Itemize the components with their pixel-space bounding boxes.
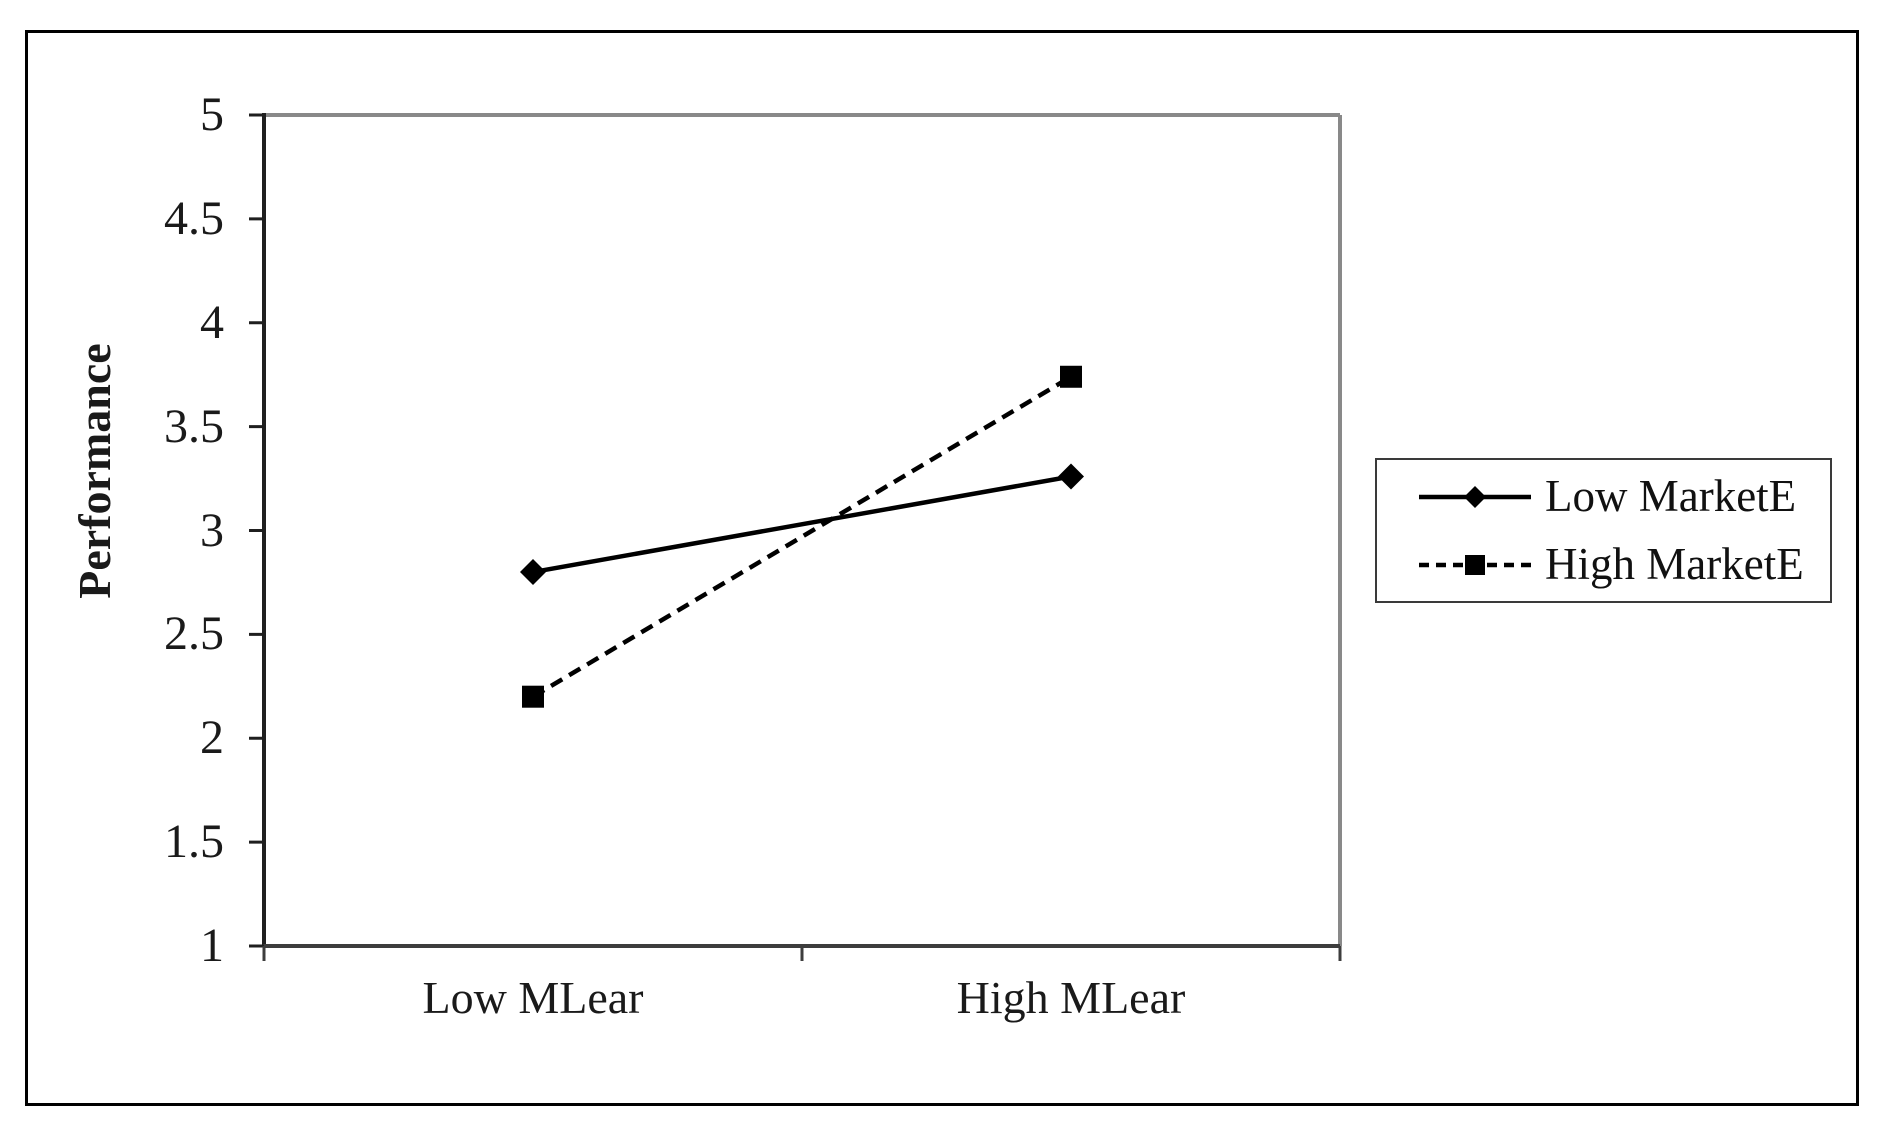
series-0-marker-0 <box>520 559 546 586</box>
y-tick-label: 4 <box>200 295 224 349</box>
x-category-label: Low MLear <box>422 972 644 1023</box>
series-line-1 <box>531 374 1073 699</box>
legend-marker <box>1465 554 1485 575</box>
legend-label: High MarketE <box>1545 539 1804 589</box>
y-tick-label: 3 <box>200 503 224 557</box>
y-tick-label: 4.5 <box>164 191 224 245</box>
y-tick-label: 3.5 <box>164 399 224 453</box>
legend-item: Low MarketE <box>1419 463 1830 531</box>
series-1-marker-0 <box>522 685 544 708</box>
legend-item: High MarketE <box>1419 531 1830 599</box>
legend-marker <box>1464 485 1486 508</box>
x-category-label: High MLear <box>956 972 1186 1023</box>
legend-swatch-diamond-icon <box>1419 485 1531 508</box>
series-0-marker-1 <box>1058 463 1084 490</box>
y-tick-label: 2 <box>200 711 224 765</box>
series-1-marker-1 <box>1060 365 1082 388</box>
y-axis-title: Performance <box>69 343 120 599</box>
y-tick-label: 5 <box>200 88 224 141</box>
y-tick-label: 1.5 <box>164 815 224 869</box>
y-tick-label: 2.5 <box>164 607 224 661</box>
y-tick-label: 1 <box>200 919 224 972</box>
legend-label: Low MarketE <box>1545 471 1797 521</box>
legend: Low MarketE High MarketE <box>1375 458 1832 603</box>
legend-swatch-square-icon <box>1419 554 1531 575</box>
series-line-0 <box>532 474 1072 575</box>
